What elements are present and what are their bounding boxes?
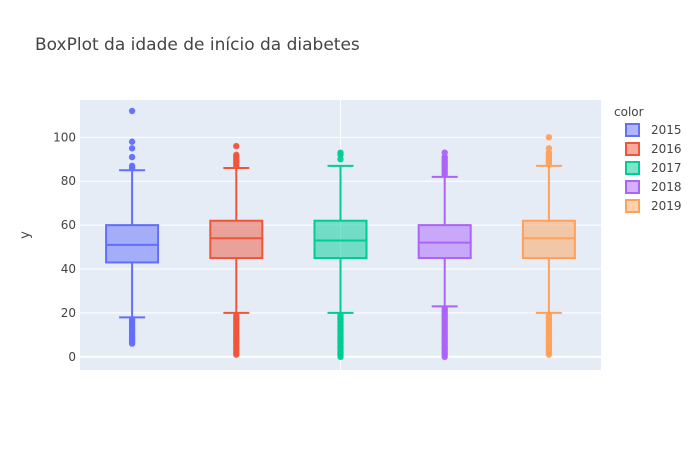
outlier-point	[441, 305, 448, 312]
outlier-point	[128, 138, 136, 145]
outlier-point	[233, 151, 240, 159]
y-tick-label: 80	[61, 174, 76, 188]
y-tick-label: 20	[61, 306, 76, 320]
iqr-box	[209, 219, 264, 260]
legend-swatch-2018	[625, 180, 640, 194]
legend-swatch-2016	[625, 142, 640, 156]
chart-title: BoxPlot da idade de início da diabetes	[35, 35, 360, 55]
legend-swatch-2019	[625, 199, 640, 213]
iqr-box	[313, 219, 368, 260]
outlier-point	[233, 142, 240, 150]
outlier-point	[128, 107, 136, 115]
outlier-point	[545, 149, 553, 156]
outlier-point	[233, 311, 240, 319]
outlier-point	[545, 311, 553, 319]
box-series-2019	[521, 134, 576, 358]
outlier-point	[337, 311, 344, 319]
legend-label-2018: 2018	[651, 180, 682, 194]
iqr-box	[521, 219, 576, 260]
y-tick-labels: 0 20 40 60 80 100	[53, 130, 76, 364]
legend-label-2017: 2017	[651, 161, 682, 175]
y-tick-label: 60	[61, 218, 76, 232]
legend-swatch-2017	[625, 161, 640, 175]
box-series-2015	[105, 107, 160, 347]
legend: 2015 2016 2017 2018 2019	[625, 123, 682, 213]
outlier-point	[128, 316, 136, 323]
box-series-group	[105, 107, 576, 361]
y-tick-label: 100	[53, 130, 76, 144]
y-tick-label: 0	[68, 350, 76, 364]
outlier-point	[128, 145, 136, 152]
outlier-point	[545, 134, 553, 141]
iqr-box	[105, 224, 160, 264]
outlier-point	[545, 145, 553, 152]
legend-label-2019: 2019	[651, 199, 682, 213]
outlier-point	[337, 149, 344, 156]
box-series-2016	[209, 142, 264, 358]
legend-swatch-2015	[625, 123, 640, 137]
y-tick-label: 40	[61, 262, 76, 276]
outlier-point	[441, 153, 448, 161]
outlier-point	[441, 149, 448, 156]
y-axis-title: y	[18, 231, 33, 239]
legend-title: color	[614, 105, 644, 119]
legend-label-2016: 2016	[651, 142, 682, 156]
iqr-box	[417, 224, 472, 260]
outlier-point	[128, 162, 136, 170]
outlier-point	[337, 156, 344, 163]
outlier-point	[128, 153, 136, 161]
box-series-2018	[417, 149, 472, 361]
legend-label-2015: 2015	[651, 123, 682, 137]
box-series-2017	[313, 149, 368, 361]
